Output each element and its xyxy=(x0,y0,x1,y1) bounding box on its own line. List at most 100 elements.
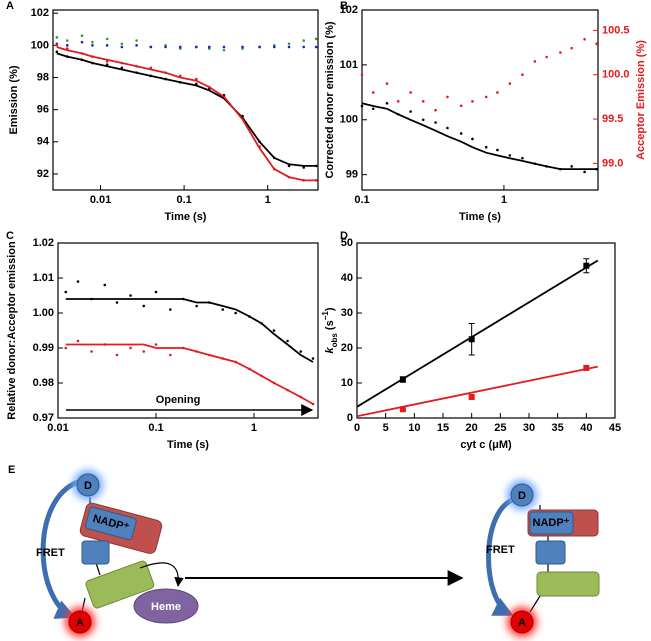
data-point xyxy=(409,110,412,113)
fret-arrow xyxy=(486,497,514,617)
y-tick-label: 101 xyxy=(340,59,358,71)
y-axis-label-part: ) xyxy=(324,307,336,311)
y-tick-label: 20 xyxy=(341,342,353,354)
y-tick-label: 0.99 xyxy=(33,342,54,354)
fret-arrow xyxy=(40,479,80,619)
data-point xyxy=(508,82,512,85)
data-point xyxy=(149,45,153,49)
data-point xyxy=(91,40,94,44)
x-axis-label: Time (s) xyxy=(167,439,209,451)
data-point xyxy=(521,73,524,77)
acceptor xyxy=(68,610,92,634)
nadp-label: NADP⁺ xyxy=(533,517,570,529)
data-point xyxy=(545,55,548,59)
fit-line xyxy=(56,52,317,167)
data-point xyxy=(421,118,425,122)
y-tick-label: 96 xyxy=(37,104,49,116)
data-point xyxy=(385,82,389,85)
acceptor-label: A xyxy=(76,617,84,629)
fit-line xyxy=(56,46,317,182)
data-point xyxy=(164,45,167,49)
data-point xyxy=(371,91,375,94)
y-axis-label-part: k xyxy=(324,347,336,354)
y-tick-label: 99 xyxy=(346,169,358,181)
fret-label: FRET xyxy=(36,547,65,559)
y-tick-label: 40 xyxy=(341,272,353,284)
data-point xyxy=(371,107,375,111)
acceptor xyxy=(510,610,534,634)
data-point xyxy=(302,166,306,169)
data-point xyxy=(64,290,68,294)
data-point xyxy=(570,165,573,168)
data-point xyxy=(496,91,499,94)
data-point xyxy=(360,104,364,108)
data-point xyxy=(65,39,69,42)
panel: D 0 5 10 15 20 25 30 35 40 45 0 10 20 30 40 50 cyt c (μM)… xyxy=(321,230,622,451)
y-axis-label: Relative donor:Acceptor emission xyxy=(6,241,18,420)
x-tick-label: 35 xyxy=(552,422,564,434)
data-point xyxy=(459,132,463,135)
heme-arrow xyxy=(139,562,184,587)
data-point xyxy=(396,100,400,103)
fret-label: FRET xyxy=(486,544,515,556)
x-axis-label: cyt c (μM) xyxy=(460,439,512,451)
data-point xyxy=(222,45,226,49)
x-tick-label: 0.1 xyxy=(148,422,163,434)
x-tick-label: 1 xyxy=(265,194,271,206)
data-point xyxy=(459,104,463,108)
data-point xyxy=(80,34,84,38)
data-point xyxy=(471,137,474,141)
data-point xyxy=(221,308,225,311)
data-point xyxy=(135,39,138,42)
data-point xyxy=(434,121,437,124)
data-point xyxy=(142,304,146,308)
y-tick-label: 1.00 xyxy=(33,307,54,319)
data-point xyxy=(299,350,303,353)
plot-frame xyxy=(356,242,616,419)
annotation: Opening xyxy=(156,394,201,406)
data-point xyxy=(314,45,318,49)
y-axis-label: Emission (%) xyxy=(8,65,20,134)
panel-label: D xyxy=(340,230,348,242)
panel-label: E xyxy=(8,464,15,476)
y-axis-label-part: (s xyxy=(324,320,336,333)
data-point xyxy=(120,45,124,49)
data-point xyxy=(311,357,315,360)
data-point xyxy=(421,100,425,103)
data-point xyxy=(446,95,449,99)
data-point xyxy=(80,40,84,44)
data-point xyxy=(570,46,573,50)
y2-tick-label: 99.0 xyxy=(602,157,623,169)
y2-tick-label: 100.5 xyxy=(602,24,630,36)
x-tick-label: 25 xyxy=(494,422,506,434)
plot-frame xyxy=(361,9,599,191)
y-tick-label: 102 xyxy=(31,7,49,19)
data-point xyxy=(583,37,586,41)
x-tick-label: 1 xyxy=(251,422,257,434)
green-domain xyxy=(85,560,155,609)
data-point xyxy=(195,45,198,49)
heme-domain xyxy=(133,588,199,624)
x-tick-label: 10 xyxy=(408,422,420,434)
x-tick-label: 1 xyxy=(501,194,507,206)
data-point xyxy=(302,45,306,49)
data-point xyxy=(286,339,289,343)
data-point xyxy=(154,290,158,294)
fit-line xyxy=(361,102,597,170)
data-point xyxy=(360,73,364,77)
data-point xyxy=(595,42,598,45)
data-point xyxy=(120,42,124,46)
y-tick-label: 1.01 xyxy=(33,272,54,284)
data-point xyxy=(241,45,244,49)
x-tick-label: 15 xyxy=(437,422,449,434)
panel-label: C xyxy=(6,230,14,242)
y-axis-label: kobs (s−1) xyxy=(321,307,339,353)
data-point xyxy=(272,45,276,49)
data-point xyxy=(508,154,512,157)
panel: C 0.01 0.1 1 0.97 0.98 0.99 1.00 1.01 1.02 Time (s… xyxy=(6,230,319,451)
data-point xyxy=(446,126,449,130)
data-point xyxy=(129,294,132,297)
y-axis-label-part: −1 xyxy=(321,311,330,321)
y-tick-label: 1.02 xyxy=(33,237,54,249)
